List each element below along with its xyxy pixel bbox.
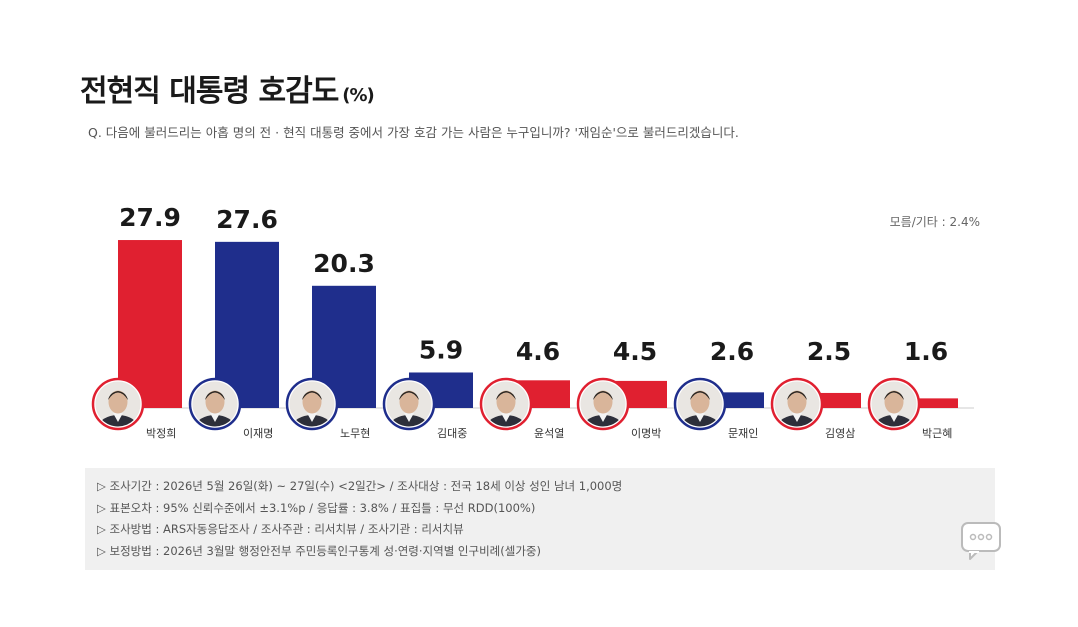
chart-unit: (%) [342,85,374,106]
category-label-3: 노무현 [340,427,370,440]
value-label-9: 1.6 [904,337,948,366]
avatar-icon [576,377,630,431]
info-period: ▷ 조사기간 : 2026년 5월 26일(화) ~ 27일(수) <2일간> … [97,479,623,493]
value-label-7: 2.6 [710,337,754,366]
category-label-1: 박정희 [146,427,176,440]
avatar-icon [867,377,921,431]
chart-title: 전현직 대통령 호감도 [80,74,339,109]
avatar-icon [188,377,242,431]
bar-9 [894,398,958,408]
chat-bubble-icon[interactable] [960,521,1002,561]
category-label-6: 이명박 [631,427,661,440]
value-label-2: 27.6 [216,205,278,234]
value-label-1: 27.9 [119,203,181,232]
avatar-icon [673,377,727,431]
category-label-7: 문재인 [728,427,758,440]
category-label-8: 김영삼 [825,427,855,440]
avatar-icon [479,377,533,431]
survey-question: Q. 다음에 불러드리는 아홉 명의 전 · 현직 대통령 중에서 가장 호감 … [88,125,739,140]
avatar-icon [770,377,824,431]
bar-chart: 27.9 박정희 27.6 이재명 20.3 노무현 5.9 김대중 4.6 윤석열 4.5 이명박 2… [91,203,974,440]
survey-info-box: ▷ 조사기간 : 2026년 5월 26일(화) ~ 27일(수) <2일간> … [85,468,995,570]
avatar-icon [285,377,339,431]
bar-1 [118,240,182,408]
value-label-5: 4.6 [516,337,560,366]
avatar-icon [91,377,145,431]
etc-note: 모름/기타 : 2.4% [889,215,980,229]
value-label-3: 20.3 [313,249,375,278]
avatar-icon [382,377,436,431]
value-label-8: 2.5 [807,337,851,366]
category-label-4: 김대중 [437,427,467,440]
info-method: ▷ 조사방법 : ARS자동응답조사 / 조사주관 : 리서치뷰 / 조사기관 … [97,522,464,536]
info-weighting: ▷ 보정방법 : 2026년 3월말 행정안전부 주민등록인구통계 성·연령·지… [97,543,541,558]
page-title: 전현직 대통령 호감도 (%) [80,66,375,110]
value-label-6: 4.5 [613,337,657,366]
info-error: ▷ 표본오차 : 95% 신뢰수준에서 ±3.1%p / 응답률 : 3.8% … [97,500,536,515]
value-label-4: 5.9 [419,335,463,364]
category-label-9: 박근혜 [922,427,952,440]
category-label-5: 윤석열 [534,427,564,440]
category-label-2: 이재명 [243,427,273,440]
